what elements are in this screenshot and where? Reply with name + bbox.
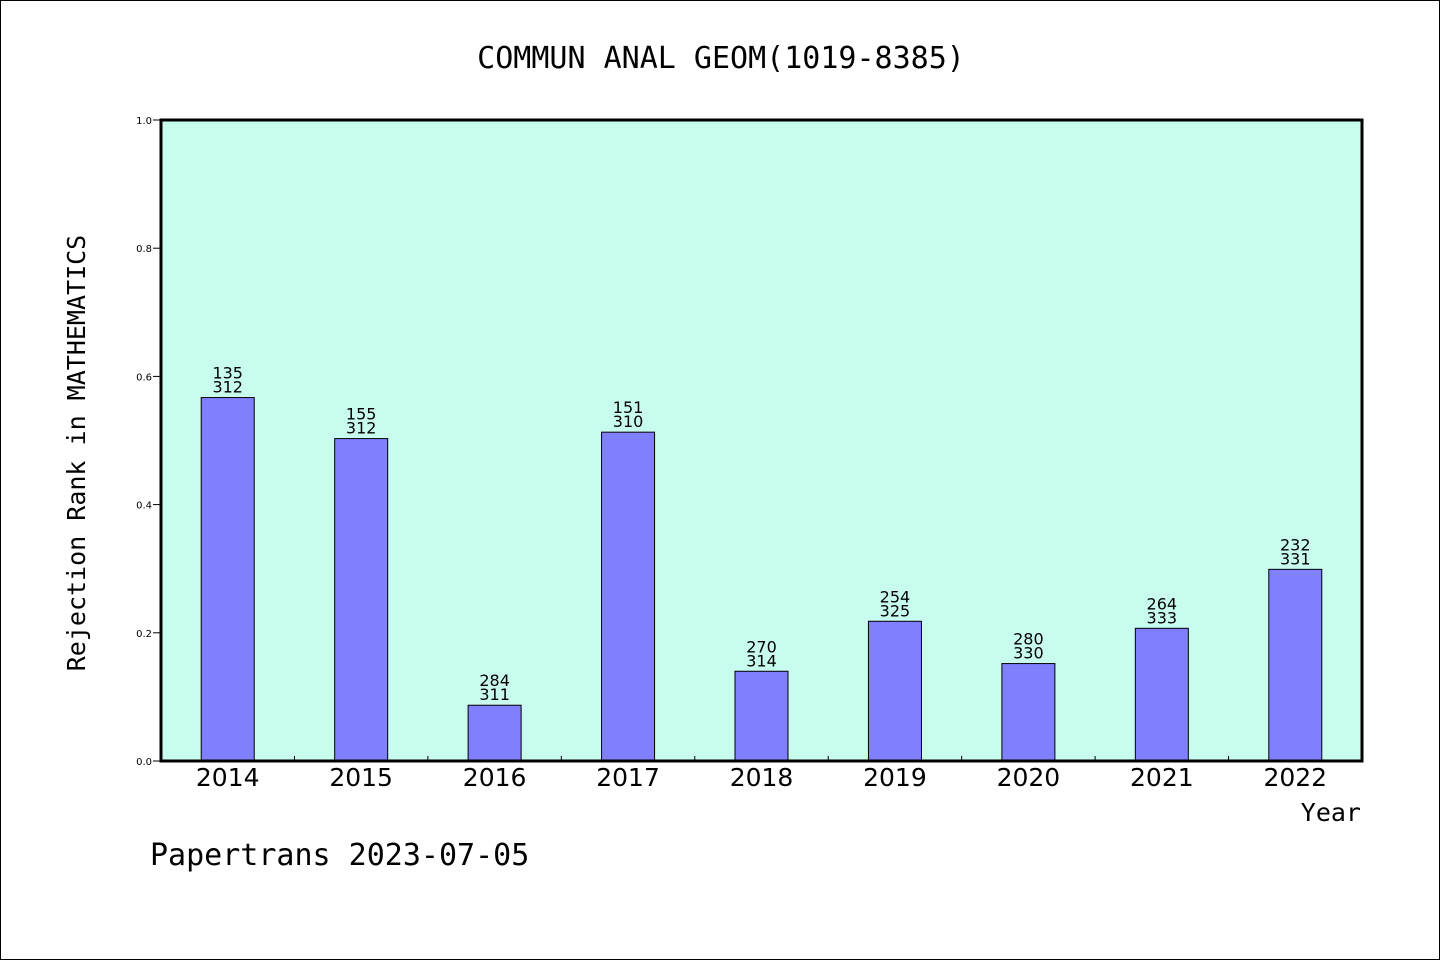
y-axis-ticks: 0.0 0.2 0.4 0.6 0.8 1.0 — [136, 116, 161, 768]
bar-label-bottom-2017: 310 — [613, 412, 644, 431]
bar-2017 — [601, 431, 656, 762]
bar-label-top-2021: 264 — [1147, 594, 1178, 613]
bar-2020 — [1001, 663, 1056, 762]
y-tick-label-0.8: 0.8 — [136, 244, 152, 255]
bar-2022 — [1268, 568, 1323, 762]
bar-2021 — [1134, 627, 1189, 762]
bar-2019 — [867, 620, 922, 762]
x-tick-label-2017: 2017 — [596, 763, 660, 792]
bar-label-bottom-2019: 325 — [880, 601, 911, 620]
bar-label-top-2018: 270 — [746, 637, 777, 656]
bar-label-top-2016: 284 — [479, 671, 510, 690]
bar-label-top-2019: 254 — [880, 587, 911, 606]
x-axis-label: Year — [1301, 798, 1361, 827]
x-tick-label-2022: 2022 — [1263, 763, 1327, 792]
bar-2014 — [200, 397, 255, 762]
bar-label-bottom-2015: 312 — [346, 419, 377, 438]
bar-label-bottom-2021: 333 — [1147, 608, 1178, 627]
bar-label-top-2020: 280 — [1013, 630, 1044, 649]
bar-2016 — [467, 704, 522, 762]
bar-label-top-2022: 232 — [1280, 535, 1311, 554]
bar-label-bottom-2020: 330 — [1013, 644, 1044, 663]
y-tick-label-1.0: 1.0 — [136, 116, 152, 127]
bar-label-top-2015: 155 — [346, 405, 377, 424]
x-tick-label-2016: 2016 — [463, 763, 527, 792]
bar-label-bottom-2014: 312 — [212, 378, 243, 397]
plot-border — [159, 118, 1364, 763]
bar-label-bottom-2018: 314 — [746, 651, 777, 670]
bars-group — [200, 397, 1323, 762]
y-tick-label-0.0: 0.0 — [136, 757, 152, 768]
x-tick-label-2020: 2020 — [997, 763, 1061, 792]
y-tick-label-0.6: 0.6 — [136, 372, 152, 383]
x-tick-label-2014: 2014 — [196, 763, 260, 792]
chart-title: COMMUN ANAL GEOM(1019-8385) — [477, 41, 965, 76]
y-tick-label-0.4: 0.4 — [136, 501, 152, 512]
bar-label-bottom-2022: 331 — [1280, 549, 1311, 568]
x-tick-label-2015: 2015 — [329, 763, 393, 792]
x-tick-label-2021: 2021 — [1130, 763, 1194, 792]
x-tick-label-2019: 2019 — [863, 763, 927, 792]
bar-label-top-2014: 135 — [212, 364, 243, 383]
footer-credit: Papertrans 2023-07-05 — [150, 838, 529, 873]
y-axis-label: Rejection Rank in MATHEMATICS — [62, 235, 91, 672]
x-tick-label-2018: 2018 — [730, 763, 794, 792]
bar-label-top-2017: 151 — [613, 398, 644, 417]
bar-2018 — [734, 670, 789, 762]
x-axis-ticks: 2014 2015 2016 2017 2018 2019 2020 2021 2022 — [196, 756, 1327, 792]
bar-label-bottom-2016: 311 — [479, 685, 510, 704]
bar-2015 — [334, 438, 389, 762]
bar-labels-group: 1353121553122843111513102703142543252803… — [212, 364, 1310, 705]
y-tick-label-0.2: 0.2 — [136, 629, 152, 640]
